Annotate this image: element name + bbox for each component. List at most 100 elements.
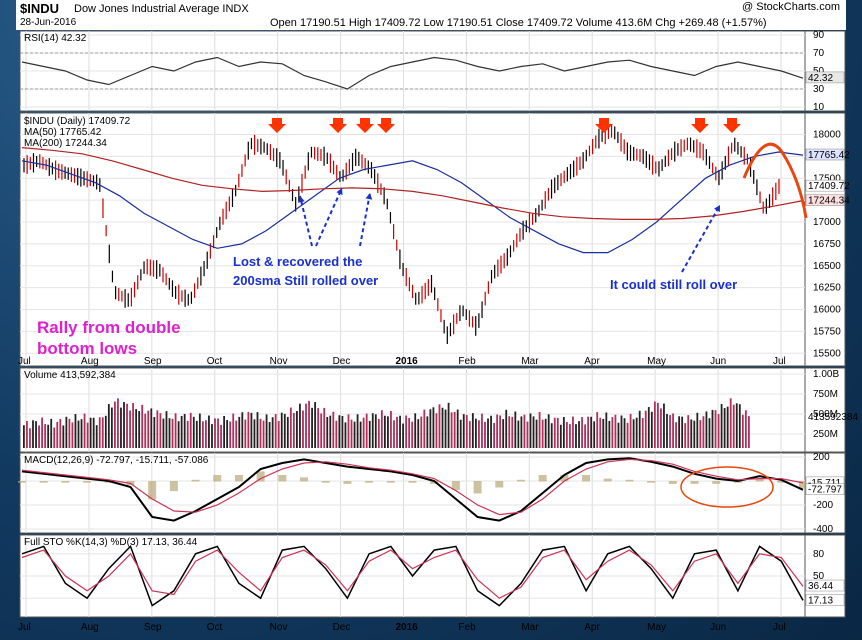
volume-bar	[741, 414, 744, 448]
volume-bar	[344, 422, 347, 448]
volume-bar	[47, 424, 50, 448]
volume-bar	[32, 420, 34, 448]
volume-bar	[735, 403, 738, 448]
volume-bar	[511, 416, 514, 448]
macd-histogram-bar	[169, 481, 178, 492]
volume-bar	[226, 419, 229, 448]
volume-bar	[326, 416, 329, 448]
macd-last-label-2: -72.797	[808, 485, 842, 496]
annot-arrow-4-head	[714, 205, 720, 212]
volume-bar	[672, 413, 674, 448]
price-last-label: 17409.72	[808, 181, 850, 192]
volume-bar	[405, 415, 408, 448]
volume-bar	[581, 417, 583, 448]
volume-bar	[596, 412, 599, 448]
xtick-bottom-6: 2016	[396, 622, 419, 633]
annot-arrow-1	[299, 195, 313, 247]
volume-bar	[217, 418, 219, 448]
volume-bar	[575, 424, 577, 448]
volume-bar	[562, 417, 565, 448]
xtick-bottom-11: Jun	[710, 622, 726, 633]
volume-bar	[444, 409, 447, 448]
rsi-line	[21, 56, 804, 90]
macd-histogram-bar	[39, 481, 48, 483]
volume-bar	[286, 416, 289, 448]
sto-last-label-2: 17.13	[808, 595, 833, 606]
volume-bar	[356, 414, 359, 448]
macd-histogram-bar	[690, 481, 699, 484]
volume-bar	[380, 410, 383, 448]
volume-bar	[675, 422, 677, 448]
volume-bar	[523, 414, 526, 448]
macd-last-label-1: -15.711	[808, 478, 842, 489]
xtick-bottom-0: Jul	[18, 622, 31, 633]
volume-bar	[723, 408, 726, 448]
chart-header: $INDU Dow Jones Industrial Average INDX …	[16, 0, 846, 30]
rsi-ytick-4: 10	[813, 102, 825, 113]
volume-bar	[89, 417, 92, 448]
volume-bar	[708, 418, 711, 448]
volume-bar	[171, 418, 174, 448]
macd-histogram-bar	[386, 481, 395, 483]
volume-bar	[462, 414, 465, 448]
volume-bar	[259, 418, 262, 448]
volume-bar	[29, 428, 31, 448]
volume-bar	[717, 414, 720, 448]
volume-bar	[468, 421, 471, 448]
volume-bar	[411, 421, 414, 448]
volume-bar	[144, 413, 147, 448]
volume-bar	[201, 421, 204, 448]
volume-bar	[593, 421, 596, 448]
volume-bar	[617, 422, 620, 448]
macd-histogram-bar	[560, 475, 569, 482]
volume-bar	[268, 422, 271, 448]
volume-bar	[350, 419, 353, 448]
volume-bar	[302, 410, 304, 448]
macd-histogram-bar	[755, 478, 764, 482]
macd-ytick-3: -400	[813, 524, 833, 535]
volume-bar	[329, 415, 332, 448]
volume-bar	[174, 413, 177, 448]
volume-bar	[471, 413, 474, 448]
volume-bar	[56, 421, 59, 448]
macd-histogram-bar	[343, 481, 352, 484]
annot-arrow-4	[681, 204, 721, 273]
volume-bar	[77, 420, 80, 448]
volume-bar	[653, 401, 656, 448]
volume-bar	[387, 416, 389, 448]
volume-bar	[520, 416, 523, 448]
xtick-price-3: Oct	[207, 356, 223, 367]
volume-bar	[729, 398, 732, 448]
price-ytick-8: 16000	[813, 305, 841, 316]
volume-bar	[390, 411, 392, 448]
macd-title: MACD(12,26,9) -72.797, -15.711, -57.086	[24, 455, 209, 466]
vol-ytick-0: 1.00B	[813, 369, 839, 380]
volume-bar	[620, 415, 623, 448]
volume-bar	[165, 411, 168, 448]
volume-bar	[705, 411, 708, 448]
xtick-price-1: Aug	[81, 356, 99, 367]
volume-bar	[484, 421, 486, 448]
volume-bar	[487, 418, 489, 448]
volume-bar	[38, 425, 40, 448]
volume-bar	[123, 402, 125, 448]
chart-date: 28-Jun-2016	[20, 17, 77, 28]
volume-bar	[538, 411, 541, 448]
volume-bar	[532, 416, 535, 448]
volume-bar	[274, 414, 277, 448]
volume-bar	[502, 419, 505, 448]
macd-histogram-bar	[516, 479, 525, 482]
volume-bar	[86, 422, 89, 448]
xtick-bottom-3: Oct	[207, 622, 223, 633]
xtick-price-8: Mar	[521, 356, 539, 367]
volume-bar	[396, 416, 398, 448]
volume-bar	[687, 415, 690, 448]
volume-bar	[696, 412, 699, 448]
volume-bar	[159, 413, 162, 448]
volume-bar	[150, 408, 153, 448]
volume-bar	[744, 410, 747, 448]
annot-arrow-3	[359, 192, 371, 247]
macd-signal-line	[21, 458, 804, 516]
xtick-bottom-7: Feb	[458, 622, 476, 633]
macd-histogram-bar	[321, 481, 330, 483]
